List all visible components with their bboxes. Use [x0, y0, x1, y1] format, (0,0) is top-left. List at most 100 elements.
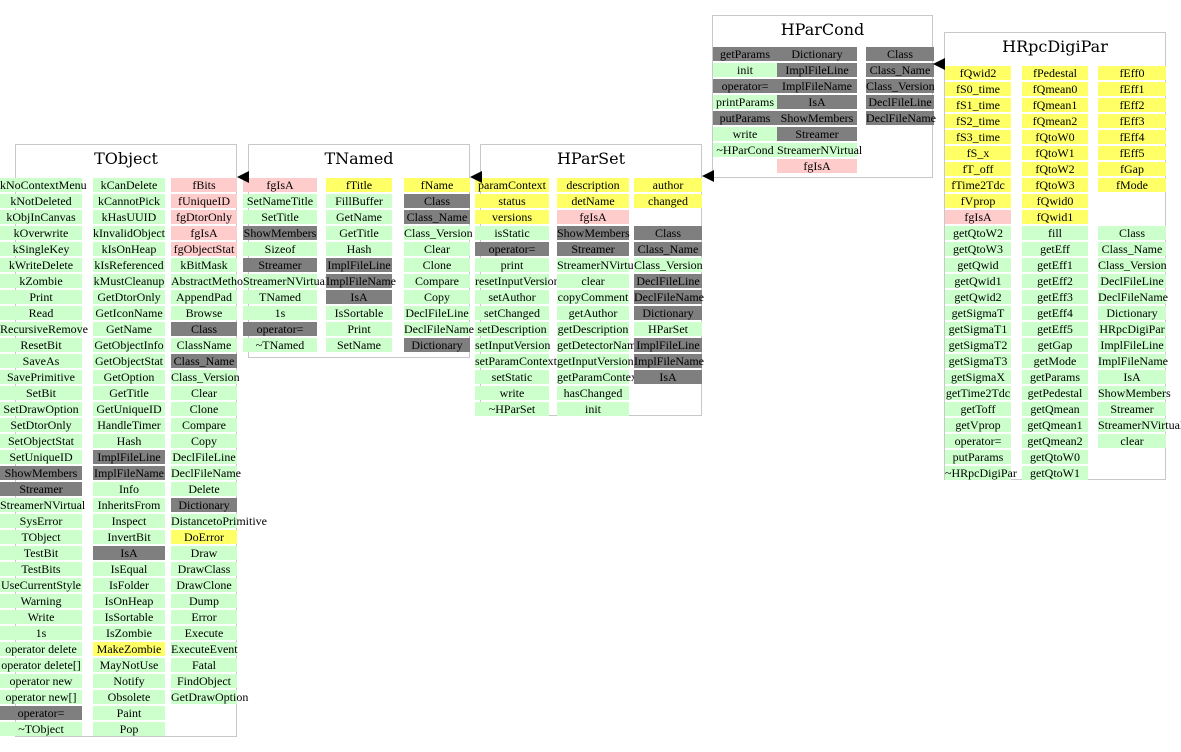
member-cell: SaveAs — [0, 354, 82, 368]
member-cell: Class_Version — [1098, 258, 1167, 272]
member-cell: fgIsA — [945, 210, 1011, 224]
member-cell: Draw — [171, 546, 237, 560]
member-cell: ImplFileName — [634, 354, 704, 368]
member-column-1: getParams init operator= printParams putPara… — [713, 47, 777, 159]
member-cell: Warning — [0, 594, 82, 608]
member-cell: Read — [0, 306, 82, 320]
member-cell: Hash — [326, 242, 392, 256]
member-cell: getEff — [1022, 242, 1088, 256]
member-cell: ImplFileLine — [777, 63, 857, 77]
member-cell: fQmean2 — [1022, 114, 1088, 128]
member-cell: DeclFileLine — [1098, 274, 1166, 288]
member-cell: fgObjectStat — [171, 242, 237, 256]
member-cell: ShowMembers — [1098, 386, 1171, 400]
member-cell: Streamer — [557, 242, 629, 256]
member-cell: GetObjectStat — [93, 354, 165, 368]
member-cell: MayNotUse — [93, 658, 165, 672]
member-cell: FindObject — [171, 674, 237, 688]
member-cell: SetBit — [0, 386, 82, 400]
member-cell: SysError — [0, 514, 82, 528]
member-cell: kOverwrite — [0, 226, 82, 240]
member-cell: InheritsFrom — [93, 498, 165, 512]
member-cell: getQwid1 — [945, 274, 1011, 288]
member-cell: kSingleKey — [0, 242, 82, 256]
member-cell: getQtoW3 — [945, 242, 1011, 256]
inheritance-arrow-hrpcdigipar-to-hparcond — [933, 58, 945, 70]
member-cell: setAuthor — [475, 290, 549, 304]
member-cell: DeclFileName — [866, 111, 936, 125]
inheritance-arrow-hparset-to-tnamed — [470, 171, 482, 183]
member-cell: clear — [557, 274, 629, 288]
member-cell: IsA — [326, 290, 392, 304]
member-cell: fVprop — [945, 194, 1011, 208]
member-cell: DeclFileName — [404, 322, 474, 336]
member-cell: GetDrawOption — [171, 690, 249, 704]
member-cell: SetUniqueID — [0, 450, 82, 464]
member-cell: Clone — [404, 258, 470, 272]
member-cell: getQtoW2 — [945, 226, 1011, 240]
member-cell: ShowMembers — [243, 226, 317, 240]
class-title: HRpcDigiPar — [1002, 37, 1108, 56]
member-cell: fill — [1022, 226, 1088, 240]
member-cell: Class_Version — [404, 226, 473, 240]
member-cell: getParamContext — [557, 370, 641, 384]
member-cell: Class_Name — [1098, 242, 1166, 256]
member-column-2: description detName fgIsA ShowMembers Stream… — [557, 178, 642, 418]
member-cell: getMode — [1022, 354, 1088, 368]
member-cell: Class — [866, 47, 934, 61]
member-cell: Info — [93, 482, 165, 496]
member-cell: Browse — [171, 306, 237, 320]
member-cell: isStatic — [475, 226, 549, 240]
member-cell: fQtoW0 — [1022, 130, 1088, 144]
member-cell: IsEqual — [93, 562, 165, 576]
member-cell: operator= — [475, 242, 549, 256]
member-cell: ImplFileLine — [326, 258, 392, 272]
class-box-tobject: TObject kNoContextMenu kNotDeleted kObjInC… — [0, 144, 267, 738]
member-cell: ~HRpcDigiPar — [945, 466, 1017, 480]
member-cell: getSigmaT — [945, 306, 1011, 320]
member-cell: description — [557, 178, 629, 192]
member-cell: Write — [0, 610, 82, 624]
member-column-1: fQwid2 fS0_time fS1_time fS2_time fS3_time fS… — [945, 66, 1017, 482]
member-cell: DeclFileName — [634, 290, 704, 304]
member-cell: GetTitle — [93, 386, 165, 400]
member-cell: DeclFileLine — [634, 274, 702, 288]
member-cell: fEff1 — [1098, 82, 1166, 96]
member-cell: DeclFileLine — [866, 95, 934, 109]
member-cell: MakeZombie — [93, 642, 165, 656]
member-cell: operator= — [713, 79, 777, 93]
member-cell: fQtoW3 — [1022, 178, 1088, 192]
class-box-tnamed: TNamed fgIsA SetNameTitle SetTitle ShowMemb… — [243, 144, 474, 358]
class-box-hparset: HParSet paramContext status versions isStat… — [475, 144, 704, 418]
member-cell: IsA — [777, 95, 857, 109]
member-cell: Clear — [171, 386, 237, 400]
member-cell: HParSet — [634, 322, 702, 336]
member-column-2: kCanDelete kCannotPick kHasUUID kInvalidObj… — [93, 178, 165, 738]
member-column-3: Class Class_Name Class_Version DeclFileLine… — [866, 47, 936, 127]
member-cell: ResetBit — [0, 338, 82, 352]
member-cell: getGap — [1022, 338, 1088, 352]
member-cell: fQtoW1 — [1022, 146, 1088, 160]
member-cell: Streamer — [0, 482, 82, 496]
member-cell: AbstractMethod — [171, 274, 249, 288]
member-cell: Class — [1098, 226, 1166, 240]
member-cell: operator= — [945, 434, 1011, 448]
member-cell: hasChanged — [557, 386, 629, 400]
member-cell: fEff0 — [1098, 66, 1166, 80]
member-cell: Clear — [404, 242, 470, 256]
member-cell: kIsOnHeap — [93, 242, 165, 256]
class-title: HParCond — [780, 20, 865, 39]
member-cell: getToff — [945, 402, 1011, 416]
member-cell: 1s — [243, 306, 317, 320]
member-cell: fMode — [1098, 178, 1166, 192]
member-column-3: fEff0 fEff1 fEff2 fEff3 fEff4 fEff5 fGap fMode C… — [1098, 66, 1181, 450]
member-cell: IsSortable — [93, 610, 165, 624]
member-cell: StreamerNVirtual — [243, 274, 329, 288]
member-column-2: fTitle FillBuffer GetName GetTitle Hash ImplF… — [326, 178, 396, 354]
member-column-2: fPedestal fQmean0 fQmean1 fQmean2 fQtoW0 fQto… — [1022, 66, 1088, 482]
member-cell: Compare — [404, 274, 470, 288]
member-cell: getQmean2 — [1022, 434, 1088, 448]
member-cell: print — [475, 258, 549, 272]
member-cell: Hash — [93, 434, 165, 448]
member-cell: Compare — [171, 418, 237, 432]
